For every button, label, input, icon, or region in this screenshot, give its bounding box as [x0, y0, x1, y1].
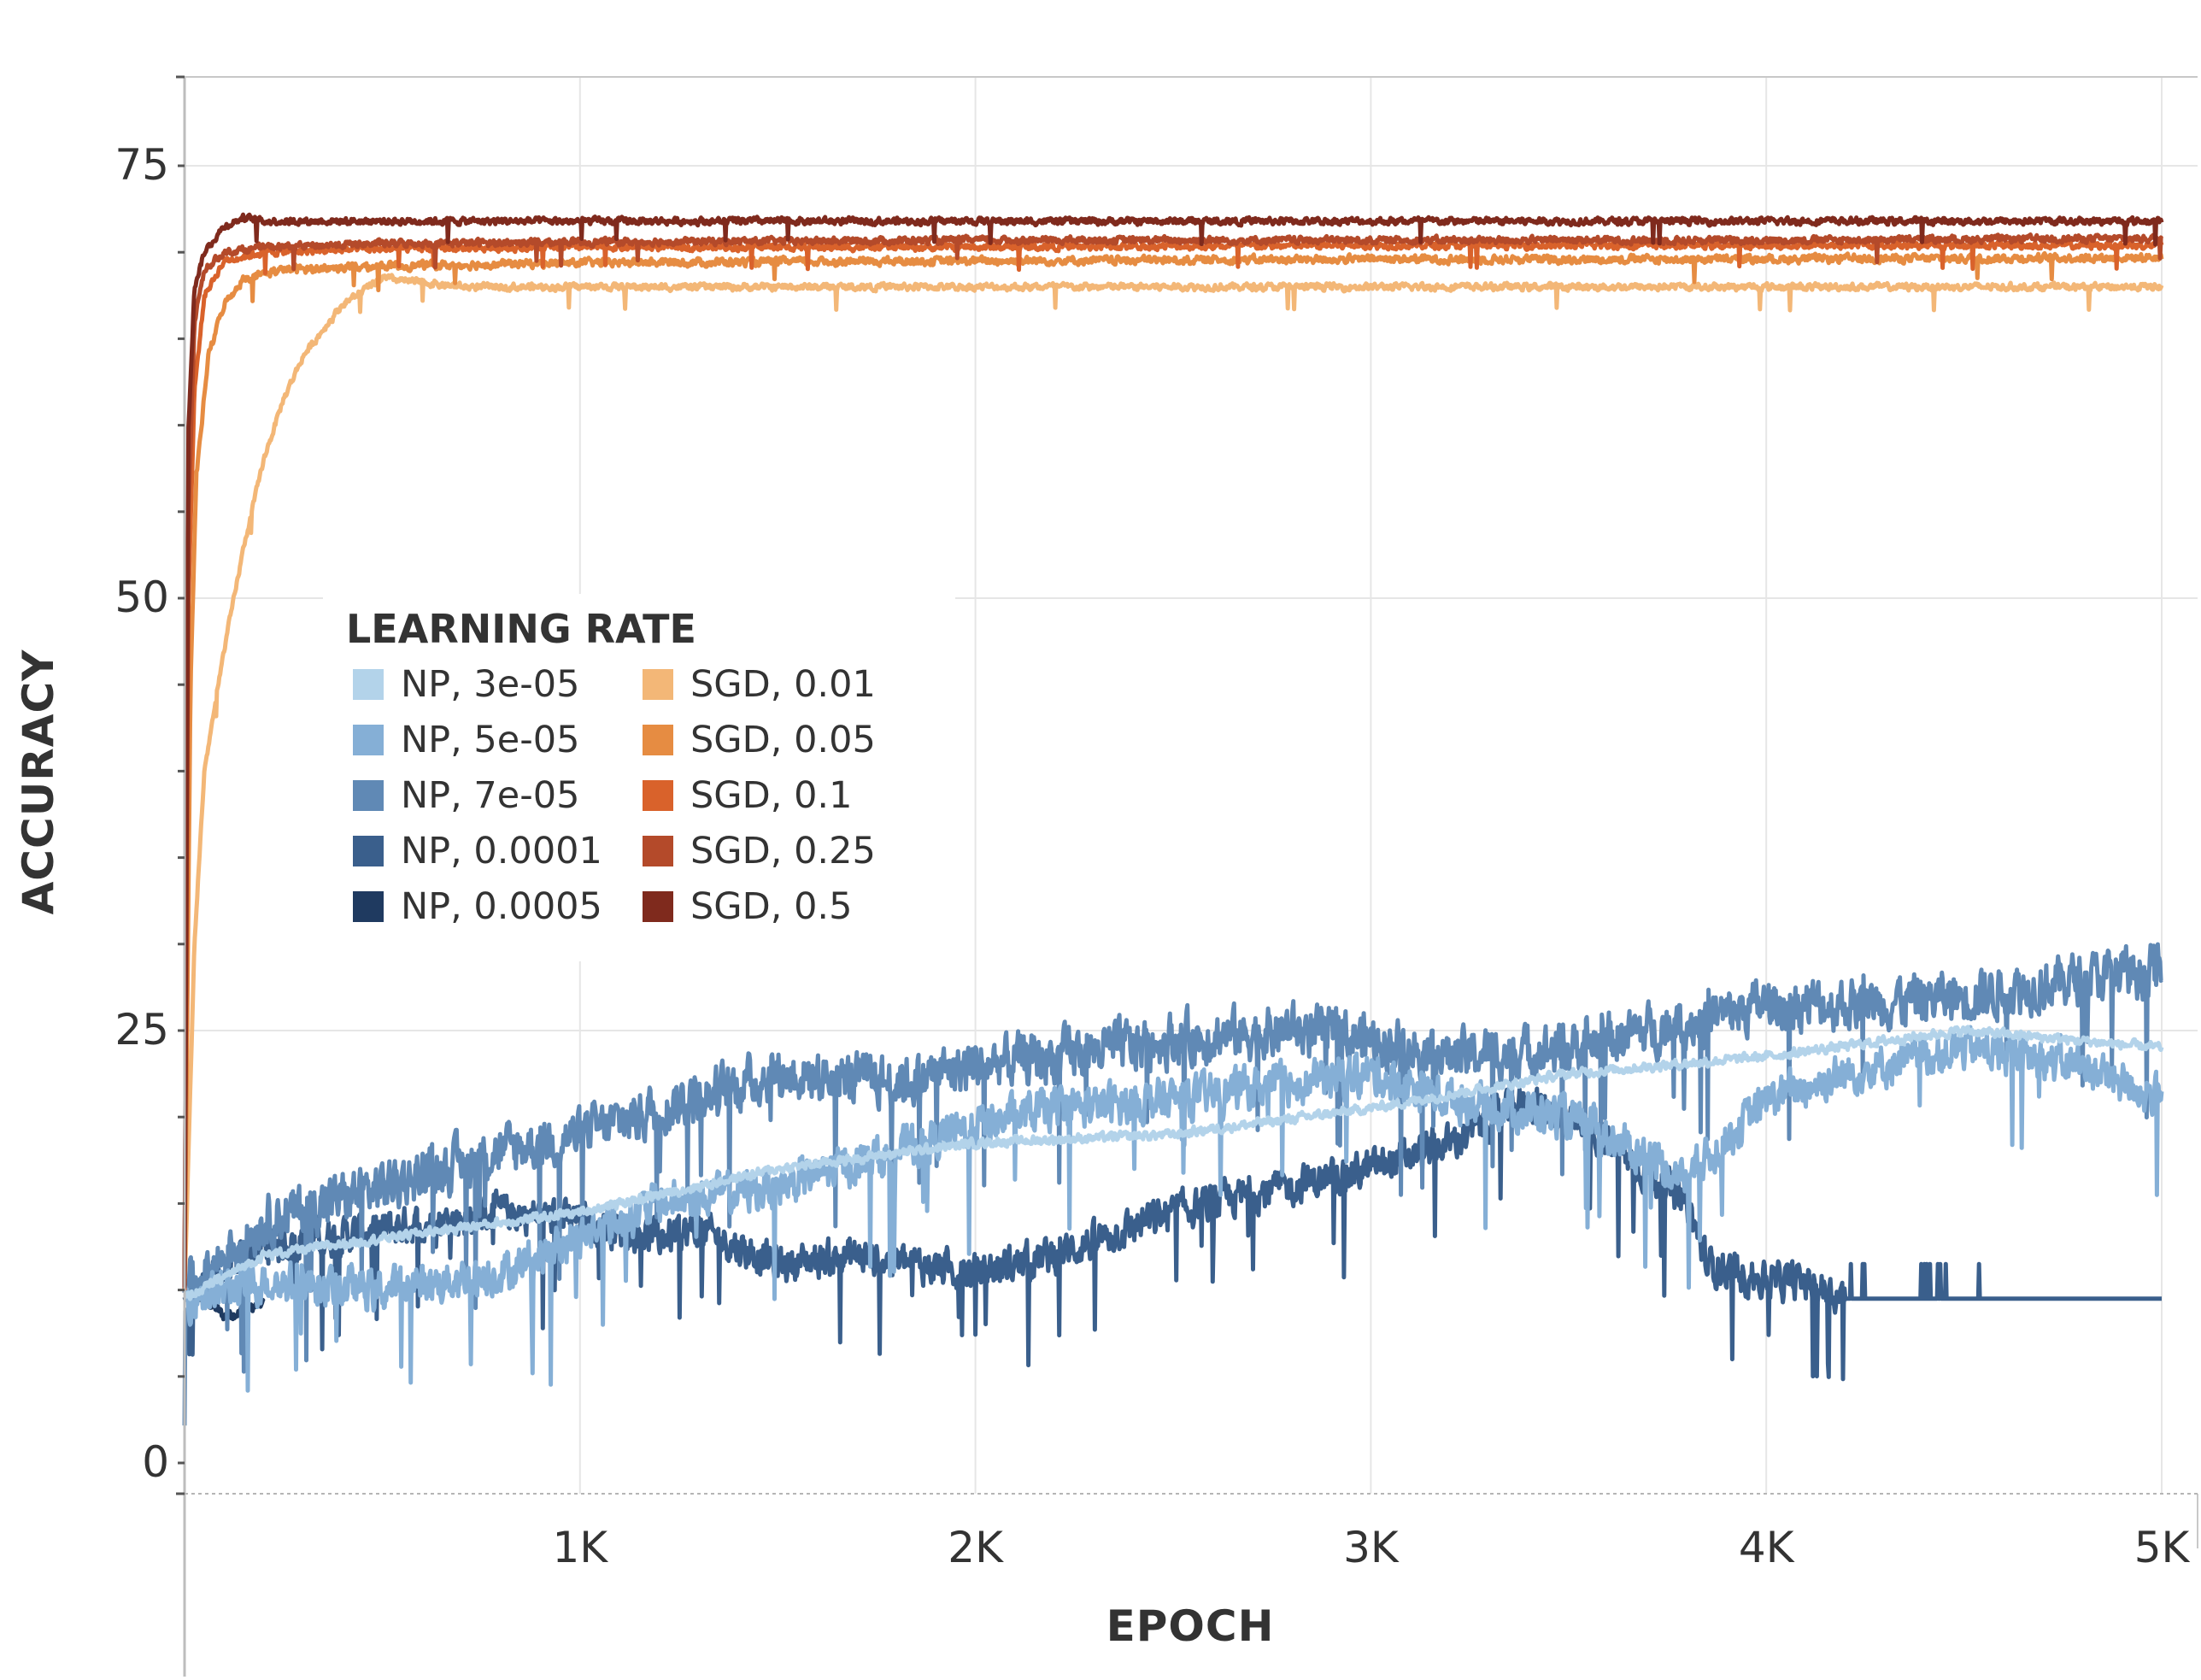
legend-label: NP, 7e-05: [401, 774, 579, 817]
legend-title: LEARNING RATE: [346, 606, 696, 652]
legend-swatch: [353, 669, 384, 700]
legend-label: NP, 0.0001: [401, 830, 602, 872]
x-tick-label: 5K: [2134, 1523, 2191, 1572]
y-tick-label: 75: [114, 140, 169, 190]
x-tick-label: 3K: [1343, 1523, 1400, 1572]
legend-label: SGD, 0.05: [690, 719, 876, 761]
legend-label: NP, 0.0005: [401, 885, 602, 928]
legend-label: SGD, 0.5: [690, 885, 852, 928]
x-tick-label: 2K: [948, 1523, 1004, 1572]
legend-swatch: [353, 780, 384, 811]
legend-label: NP, 5e-05: [401, 719, 579, 761]
legend: LEARNING RATE NP, 3e-05 NP, 5e-05 NP, 7e-0…: [323, 594, 955, 961]
y-axis-title: ACCURACY: [14, 649, 63, 915]
legend-swatch: [353, 725, 384, 755]
legend-swatch: [643, 669, 673, 700]
legend-swatch: [353, 836, 384, 866]
legend-label: SGD, 0.25: [690, 830, 876, 872]
legend-swatch: [643, 891, 673, 922]
x-axis-title: EPOCH: [1106, 1601, 1275, 1651]
legend-label: SGD, 0.01: [690, 663, 876, 706]
x-tick-label: 4K: [1739, 1523, 1795, 1572]
y-tick-label: 25: [114, 1005, 169, 1054]
legend-label: NP, 3e-05: [401, 663, 579, 706]
legend-swatch: [353, 891, 384, 922]
legend-label: SGD, 0.1: [690, 774, 852, 817]
y-tick-label: 0: [142, 1437, 169, 1487]
x-tick-label: 1K: [552, 1523, 608, 1572]
y-tick-label: 50: [114, 573, 169, 622]
legend-swatch: [643, 780, 673, 811]
legend-swatch: [643, 725, 673, 755]
legend-swatch: [643, 836, 673, 866]
